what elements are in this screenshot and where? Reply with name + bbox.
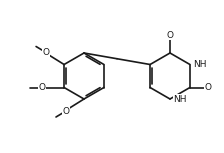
- Text: NH: NH: [193, 60, 207, 69]
- Text: O: O: [43, 48, 50, 57]
- Text: O: O: [166, 30, 174, 39]
- Text: O: O: [205, 83, 211, 92]
- Text: NH: NH: [173, 95, 187, 103]
- Text: O: O: [39, 83, 45, 92]
- Text: O: O: [62, 106, 69, 116]
